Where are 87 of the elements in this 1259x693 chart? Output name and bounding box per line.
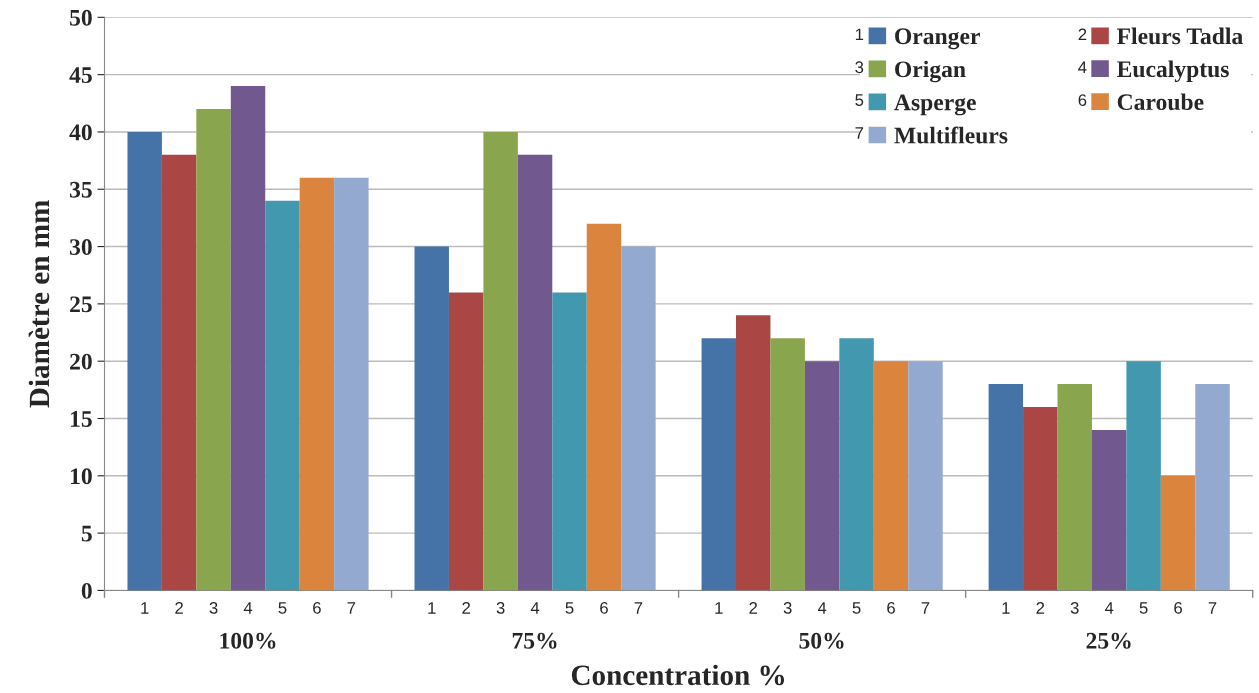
y-tick-label: 0 bbox=[81, 582, 92, 599]
text: 3 bbox=[783, 601, 792, 614]
y-tick-label: 10 bbox=[70, 468, 92, 485]
legend-label: Origan bbox=[895, 60, 966, 83]
bar bbox=[908, 361, 943, 591]
legend-label: Asperge bbox=[894, 94, 976, 116]
text: 6 bbox=[1174, 601, 1182, 614]
text: 3 bbox=[209, 601, 218, 614]
bar bbox=[334, 177, 369, 591]
bar bbox=[804, 361, 840, 591]
text: 5 bbox=[565, 602, 574, 614]
y-axis-title: Diamètre en mm bbox=[28, 200, 50, 408]
annotation: 5 bbox=[855, 94, 864, 106]
text: 6 bbox=[313, 601, 321, 614]
legend-label: Eucalyptus bbox=[1117, 60, 1229, 82]
bar bbox=[196, 109, 231, 591]
x-tick-label: 100% bbox=[220, 632, 276, 649]
y-tick-label: 50 bbox=[70, 9, 92, 26]
y-tick-label: 5 bbox=[81, 525, 92, 542]
y-tick-label: 45 bbox=[69, 67, 92, 84]
bar bbox=[701, 338, 737, 591]
text: 5 bbox=[1139, 602, 1148, 614]
y-tick-label: 30 bbox=[69, 239, 92, 255]
x-tick-label: 50% bbox=[799, 632, 844, 649]
bar bbox=[873, 361, 909, 591]
text: 4 bbox=[530, 602, 540, 614]
text: 7 bbox=[347, 602, 356, 614]
text: 7 bbox=[634, 602, 643, 614]
bar bbox=[839, 338, 874, 591]
bar bbox=[1057, 384, 1092, 591]
bar bbox=[448, 292, 484, 591]
bar bbox=[586, 223, 622, 591]
annotation: 3 bbox=[855, 61, 864, 74]
x-axis-title: Concentration % bbox=[571, 664, 785, 686]
bar bbox=[483, 131, 518, 591]
annotation: 2 bbox=[1078, 28, 1087, 41]
bar bbox=[127, 131, 162, 591]
text: 4 bbox=[243, 602, 253, 614]
text: 1 bbox=[428, 602, 436, 614]
bar bbox=[1160, 475, 1196, 591]
bar bbox=[621, 246, 656, 591]
text: 2 bbox=[175, 601, 183, 614]
bar bbox=[230, 86, 266, 591]
bar bbox=[1195, 384, 1230, 591]
y-tick-label: 35 bbox=[69, 181, 92, 198]
legend-label: Caroube bbox=[1117, 93, 1204, 111]
bar bbox=[414, 246, 449, 591]
text: 3 bbox=[1070, 601, 1079, 614]
text: 6 bbox=[600, 601, 608, 614]
text: 7 bbox=[921, 602, 930, 614]
text: 2 bbox=[462, 601, 470, 614]
annotation: 6 bbox=[1078, 94, 1087, 106]
annotation: 7 bbox=[855, 127, 864, 139]
text: 4 bbox=[1104, 602, 1114, 614]
text: 6 bbox=[887, 601, 895, 614]
bar bbox=[552, 292, 587, 591]
legend-label: Oranger bbox=[895, 28, 980, 50]
y-tick-label: 15 bbox=[70, 411, 92, 427]
bar bbox=[988, 384, 1024, 591]
text: 5 bbox=[278, 602, 287, 614]
y-tick-label: 20 bbox=[70, 353, 92, 370]
text: 2 bbox=[749, 601, 758, 614]
x-tick-label: 75% bbox=[512, 632, 557, 649]
bar bbox=[1091, 429, 1127, 591]
legend-label: Multifleurs bbox=[894, 126, 1008, 144]
bar bbox=[1023, 407, 1058, 591]
annotation: 1 bbox=[855, 28, 864, 41]
text: 5 bbox=[852, 602, 861, 614]
legend-label: Fleurs Tadla bbox=[1117, 27, 1243, 45]
bar bbox=[265, 200, 300, 591]
x-tick-label: 25% bbox=[1086, 632, 1131, 649]
bar bbox=[161, 154, 197, 591]
text: 3 bbox=[496, 601, 505, 614]
text: 1 bbox=[141, 602, 149, 614]
y-tick-label: 25 bbox=[70, 296, 92, 313]
y-tick-label: 40 bbox=[69, 124, 92, 141]
text: 4 bbox=[817, 602, 827, 614]
text: 1 bbox=[715, 602, 723, 614]
bar bbox=[736, 315, 771, 591]
bar bbox=[299, 177, 335, 591]
text: 7 bbox=[1208, 602, 1217, 614]
bar bbox=[517, 154, 553, 591]
bar bbox=[1126, 361, 1161, 591]
annotation: 4 bbox=[1078, 61, 1087, 73]
text: 1 bbox=[1002, 602, 1010, 614]
bar bbox=[770, 338, 805, 591]
text: 2 bbox=[1036, 601, 1045, 614]
